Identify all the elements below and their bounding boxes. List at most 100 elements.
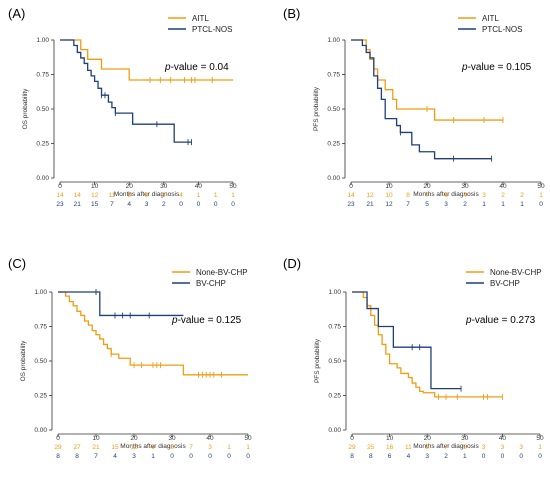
risk-count: 8 (75, 453, 79, 460)
y-tick-label: 0.25 (36, 141, 49, 148)
x-axis-title: Months after diagnosis (114, 191, 180, 198)
risk-count: 3 (482, 444, 486, 451)
x-axis-title: Months after diagnosis (120, 443, 186, 450)
x-tick-label: 30 (461, 183, 469, 190)
risk-count: 27 (73, 444, 81, 451)
risk-count: 6 (444, 192, 448, 199)
x-tick-label: 10 (91, 183, 99, 190)
risk-count: 23 (56, 201, 64, 208)
risk-count: 3 (208, 444, 212, 451)
risk-count: 7 (189, 444, 193, 451)
risk-count: 12 (366, 192, 374, 199)
risk-count: 1 (539, 192, 543, 199)
risk-count: 1 (482, 201, 486, 208)
risk-count: 6 (388, 453, 392, 460)
risk-count: 1 (227, 444, 231, 451)
legend-label: BV-CHP (196, 279, 226, 288)
legend-label: AITL (482, 14, 499, 23)
risk-count: 1 (501, 201, 505, 208)
legend-label: PTCL-NOS (482, 25, 522, 34)
risk-count: 3 (519, 444, 523, 451)
risk-count: 7 (94, 453, 98, 460)
y-tick-label: 0.00 (36, 175, 49, 182)
km-curve-none-bv-chp (352, 291, 503, 398)
risk-count: 21 (366, 201, 374, 208)
risk-count: 9 (151, 444, 155, 451)
risk-count: 0 (197, 201, 201, 208)
x-axis-title: Months after diagnosis (413, 443, 479, 450)
risk-count: 0 (246, 453, 250, 460)
y-tick-label: 1.00 (36, 37, 49, 44)
y-axis-title: OS probability (20, 340, 27, 382)
risk-count: 11 (109, 192, 116, 199)
legend-label: None-BV-CHP (196, 268, 248, 277)
risk-count: 14 (347, 192, 355, 199)
x-tick-label: 50 (229, 183, 237, 190)
y-tick-label: 0.50 (327, 106, 340, 113)
x-tick-label: 20 (424, 435, 432, 442)
y-tick-label: 0.50 (36, 106, 49, 113)
risk-count: 1 (151, 453, 155, 460)
panel-label: (D) (283, 256, 301, 271)
risk-count: 23 (347, 201, 355, 208)
y-tick-label: 1.00 (328, 289, 341, 296)
risk-count: 1 (214, 192, 218, 199)
x-tick-label: 0 (56, 435, 60, 442)
risk-count: 4 (113, 453, 117, 460)
risk-count: 0 (519, 453, 523, 460)
km-panel-a: (A)0 10 20 30 40 500.000.250.500.751.00Months… (8, 6, 237, 208)
risk-count: 14 (56, 192, 64, 199)
risk-count: 0 (539, 201, 543, 208)
p-value-annotation: p-value = 0.273 (465, 315, 536, 326)
y-tick-label: 0.75 (34, 324, 47, 331)
y-tick-label: 0.00 (327, 175, 340, 182)
risk-count: 3 (444, 201, 448, 208)
risk-count: 1 (463, 453, 467, 460)
x-tick-label: 40 (499, 183, 507, 190)
p-value-annotation: p-value = 0.125 (171, 315, 242, 326)
risk-count: 0 (170, 453, 174, 460)
risk-count: 0 (231, 201, 235, 208)
km-panel-b: (B)0 10 20 30 40 500.000.250.500.751.00Months… (283, 6, 545, 208)
risk-count: 3 (482, 192, 486, 199)
risk-count: 8 (127, 192, 131, 199)
risk-count: 1 (246, 444, 250, 451)
risk-count: 4 (407, 453, 411, 460)
x-tick-label: 10 (386, 435, 394, 442)
risk-count: 6 (145, 192, 149, 199)
risk-count: 21 (74, 201, 82, 208)
panel-label: (B) (283, 6, 300, 21)
km-panel-c: (C)0 10 20 30 40 500.000.250.500.751.00Months… (8, 256, 252, 460)
risk-count: 1 (520, 201, 524, 208)
y-tick-label: 0.25 (34, 393, 47, 400)
risk-count: 2 (463, 201, 467, 208)
x-tick-label: 40 (206, 435, 214, 442)
risk-count: 8 (56, 453, 60, 460)
risk-count: 15 (111, 444, 119, 451)
risk-count: 7 (110, 201, 114, 208)
risk-count: 7 (444, 444, 448, 451)
risk-count: 5 (425, 201, 429, 208)
x-tick-label: 0 (350, 435, 354, 442)
risk-count: 0 (214, 201, 218, 208)
risk-count: 1 (231, 192, 235, 199)
risk-count: 4 (127, 201, 131, 208)
risk-count: 0 (208, 453, 212, 460)
y-tick-label: 1.00 (327, 37, 340, 44)
x-tick-label: 0 (58, 183, 62, 190)
risk-count: 11 (405, 444, 412, 451)
km-curve-bv-chp (352, 291, 462, 390)
x-tick-label: 0 (349, 183, 353, 190)
risk-count: 16 (386, 444, 394, 451)
risk-count: 4 (463, 192, 467, 199)
x-tick-label: 10 (92, 435, 100, 442)
km-curve-aitl (60, 39, 233, 81)
risk-count: 8 (369, 453, 373, 460)
risk-count: 0 (482, 453, 486, 460)
km-curve-ptcl-nos (60, 39, 192, 143)
x-tick-label: 20 (126, 183, 134, 190)
y-tick-label: 0.50 (328, 358, 341, 365)
y-axis-title: OS probability (22, 88, 29, 130)
y-tick-label: 0.25 (328, 393, 341, 400)
